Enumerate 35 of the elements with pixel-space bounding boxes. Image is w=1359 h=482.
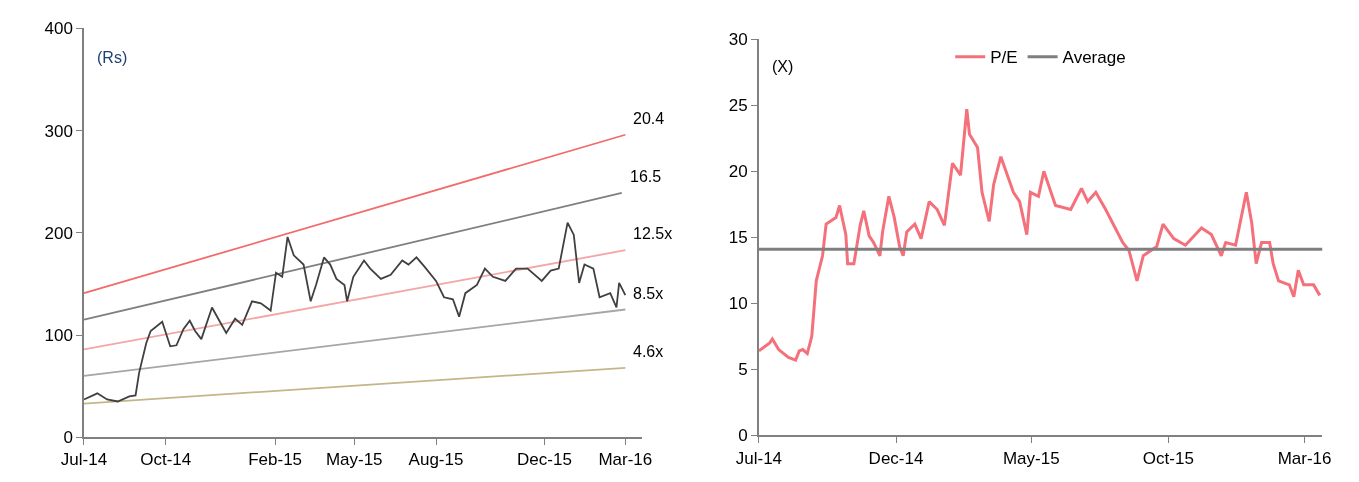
y-tick-label: 0 [738, 426, 748, 446]
y-tick-label: 10 [728, 294, 748, 314]
legend-label: P/E [990, 48, 1018, 68]
line-series [758, 107, 1322, 362]
x-tick-label: May-15 [1002, 448, 1060, 468]
x-tick-label: Aug-15 [408, 450, 464, 470]
y-axis-title: (Rs) [97, 49, 128, 66]
legend-label: Average [1062, 48, 1126, 68]
series-label: 12.5x [633, 225, 673, 242]
x-tick-label: Mar-16 [598, 450, 653, 470]
y-tick-label: 0 [63, 428, 73, 448]
y-tick-label: 400 [44, 19, 73, 39]
y-tick-label: 5 [738, 360, 748, 380]
y-tick-label: 300 [44, 121, 73, 141]
x-tick-label: Dec-14 [868, 448, 924, 468]
x-tick-label: Mar-16 [1277, 448, 1332, 468]
series-label: 16.5 [630, 168, 662, 185]
y-tick-label: 200 [44, 223, 73, 243]
y-axis-title: (X) [772, 58, 794, 75]
y-tick-label: 15 [728, 228, 748, 248]
x-tick-label: May-15 [325, 450, 383, 470]
line-series [84, 221, 627, 403]
series-label: 8.5x [633, 285, 664, 302]
x-tick-label: Jul-14 [60, 450, 108, 470]
x-tick-label: Jul-14 [735, 448, 783, 468]
y-tick-label: 30 [728, 30, 748, 50]
series-label: 4.6x [633, 343, 664, 360]
y-tick-label: 20 [728, 162, 748, 182]
x-tick-label: Feb-15 [248, 450, 303, 470]
y-tick-label: 25 [728, 96, 748, 116]
series-label: 20.4 [633, 110, 665, 127]
x-tick-label: Oct-14 [140, 450, 192, 470]
x-tick-label: Dec-15 [517, 450, 572, 470]
y-tick-label: 100 [44, 326, 73, 346]
x-tick-label: Oct-15 [1142, 448, 1194, 468]
